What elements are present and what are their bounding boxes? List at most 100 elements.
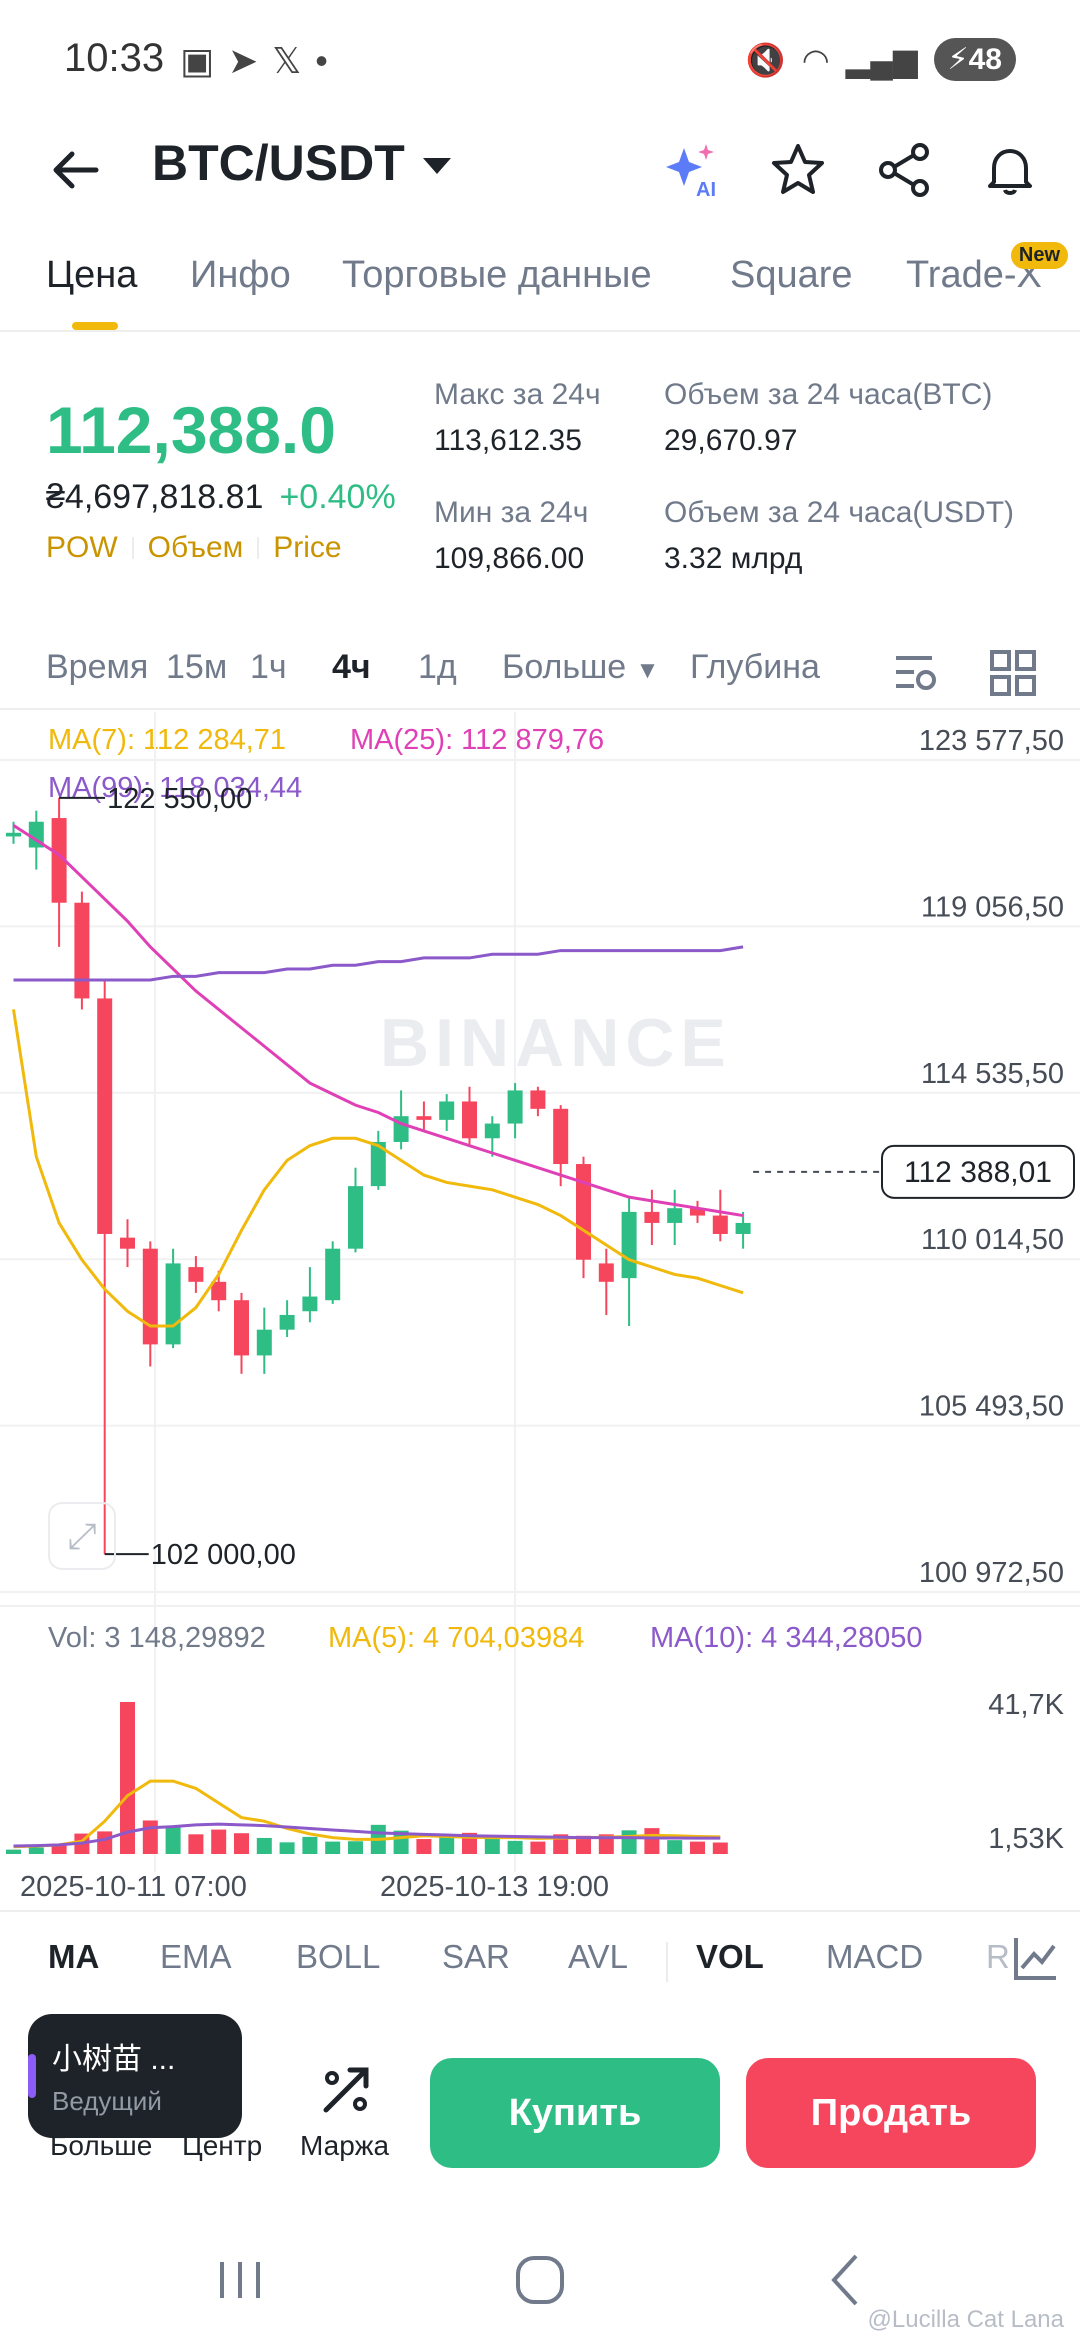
- ai-sparkle-icon[interactable]: AI: [662, 140, 722, 200]
- candle-body: [644, 1211, 660, 1223]
- interval-4h[interactable]: 4ч: [332, 648, 371, 686]
- last-price: 112,388.0: [46, 393, 336, 467]
- candle-body: [188, 1267, 204, 1282]
- ma7-line: [12, 1009, 744, 1328]
- interval-15m[interactable]: 15м: [166, 648, 228, 686]
- star-icon[interactable]: [768, 140, 828, 200]
- low-marker-label: 102 000,00: [151, 1539, 296, 1571]
- tab-square[interactable]: Square: [730, 254, 853, 296]
- tag-volume[interactable]: Объем: [147, 531, 244, 564]
- sell-button[interactable]: Продать: [746, 2058, 1036, 2168]
- margin-label[interactable]: Маржа: [300, 2130, 390, 2161]
- chart-settings-icon[interactable]: [892, 648, 942, 698]
- price-chart[interactable]: MA(7): 112 284,71 MA(25): 112 879,76 MA(…: [0, 712, 1080, 1912]
- app-bar-actions: AI: [662, 140, 1040, 200]
- price-fiat-row: ₴4,697,818.81 +0.40%: [46, 478, 396, 517]
- fiat-price: ₴4,697,818.81: [46, 478, 264, 516]
- status-left-icons: ▣ ➤ 𝕏 •: [180, 40, 328, 82]
- candle-body: [484, 1123, 500, 1139]
- indicator-ema[interactable]: EMA: [160, 1938, 232, 1975]
- indicator-vol[interactable]: VOL: [696, 1938, 764, 1975]
- more-label: Больше: [502, 648, 627, 686]
- app-bar: BTC/USDT AI: [0, 120, 1080, 220]
- volume-bar: [6, 1849, 21, 1854]
- candle-body: [165, 1263, 181, 1345]
- status-time: 10:33: [64, 36, 165, 80]
- trade-action-bar: Больше Центр Маржа Купить Продать: [0, 2010, 1080, 2210]
- home-icon[interactable]: [500, 2240, 580, 2320]
- candle-body: [302, 1296, 318, 1312]
- indicator-rsi[interactable]: R: [986, 1938, 1010, 1975]
- candle-body: [279, 1314, 295, 1330]
- candle-body: [51, 818, 67, 903]
- pair-selector[interactable]: BTC/USDT: [152, 134, 451, 192]
- buy-button[interactable]: Купить: [430, 2058, 720, 2168]
- live-host-card[interactable]: 小树苗 ... Ведущий: [28, 2014, 242, 2138]
- candle-body: [735, 1222, 751, 1234]
- indicator-boll[interactable]: BOLL: [296, 1938, 381, 1975]
- indicator-ma[interactable]: MA: [48, 1938, 100, 1975]
- tab-info[interactable]: Инфо: [190, 254, 291, 296]
- battery-level: 48: [968, 43, 1002, 76]
- candle-body: [416, 1116, 432, 1120]
- stat-low: Мин за 24ч 109,866.00: [434, 496, 588, 576]
- bell-icon[interactable]: [980, 140, 1040, 200]
- volume-bar: [348, 1841, 363, 1854]
- mute-icon: 🔇: [745, 41, 786, 78]
- recent-apps-icon[interactable]: [200, 2240, 280, 2320]
- indicator-chart-icon[interactable]: [1010, 1932, 1062, 1984]
- candle-body: [348, 1186, 363, 1249]
- stat-volume-usdt: Объем за 24 часа(USDT) 3.32 млрд: [664, 496, 1014, 576]
- chart-toolbar: Время 15м 1ч 4ч 1д Больше ▼ Глубина: [0, 640, 1080, 710]
- candle-body: [667, 1208, 683, 1223]
- candle-body: [462, 1101, 477, 1139]
- candle-body: [576, 1164, 591, 1260]
- depth-tab[interactable]: Глубина: [690, 648, 820, 686]
- stat-low-label: Мин за 24ч: [434, 496, 589, 529]
- expand-chart-icon[interactable]: ⤢: [48, 1502, 116, 1570]
- price-summary: 112,388.0 ₴4,697,818.81 +0.40% POW Объем…: [46, 392, 396, 565]
- interval-1d[interactable]: 1д: [418, 648, 457, 686]
- candle-body: [553, 1108, 569, 1165]
- candle-body: [598, 1263, 614, 1282]
- volume-bar: [644, 1828, 660, 1854]
- more-intervals-button[interactable]: Больше ▼: [502, 648, 659, 687]
- candle-body: [507, 1090, 523, 1124]
- candle-body: [234, 1300, 249, 1356]
- ma7-legend: MA(7): 112 284,71: [48, 724, 287, 756]
- section-tabs: Цена Инфо Торговые данные Square Trade-X…: [0, 240, 1080, 332]
- back-nav-icon[interactable]: [806, 2240, 886, 2320]
- y-tick-label: 119 056,50: [921, 891, 1064, 923]
- indicator-bar: MA EMA BOLL SAR AVL VOL MACD R: [0, 1910, 1080, 2006]
- candle-body: [120, 1237, 135, 1249]
- indicator-macd[interactable]: MACD: [826, 1938, 924, 1975]
- grid-layout-icon[interactable]: [988, 648, 1038, 698]
- volume-bar: [712, 1842, 728, 1854]
- tab-price[interactable]: Цена: [46, 254, 138, 296]
- time-label: Время: [46, 648, 149, 686]
- new-badge: New: [1010, 242, 1068, 269]
- dot-icon: •: [315, 40, 328, 81]
- candle-body: [712, 1215, 728, 1234]
- margin-icon[interactable]: [316, 2060, 376, 2120]
- interval-1h[interactable]: 1ч: [250, 648, 287, 686]
- candle-body: [325, 1248, 341, 1301]
- volume-legend: Vol: 3 148,29892: [48, 1622, 266, 1654]
- current-price-box: [881, 1144, 1075, 1199]
- back-arrow-icon[interactable]: [46, 140, 106, 200]
- status-right-icons: 🔇 ◠ ▂▄▆ ⚡48: [746, 38, 1016, 81]
- indicator-avl[interactable]: AVL: [568, 1938, 628, 1975]
- volume-bar: [234, 1833, 249, 1854]
- candle-body: [621, 1211, 637, 1279]
- volume-bar: [530, 1841, 546, 1854]
- volume-bar: [279, 1842, 295, 1854]
- high-marker-label: 122 550,00: [107, 783, 252, 815]
- indicator-sar[interactable]: SAR: [442, 1938, 510, 1975]
- candle-body: [530, 1090, 546, 1109]
- tag-pow[interactable]: POW: [46, 531, 118, 564]
- share-icon[interactable]: [874, 140, 934, 200]
- tab-trading-data[interactable]: Торговые данные: [342, 254, 652, 296]
- tag-price[interactable]: Price: [273, 531, 342, 564]
- stat-volume-btc-label: Объем за 24 часа(BTC): [664, 378, 993, 411]
- stat-volume-btc: Объем за 24 часа(BTC) 29,670.97: [664, 378, 992, 458]
